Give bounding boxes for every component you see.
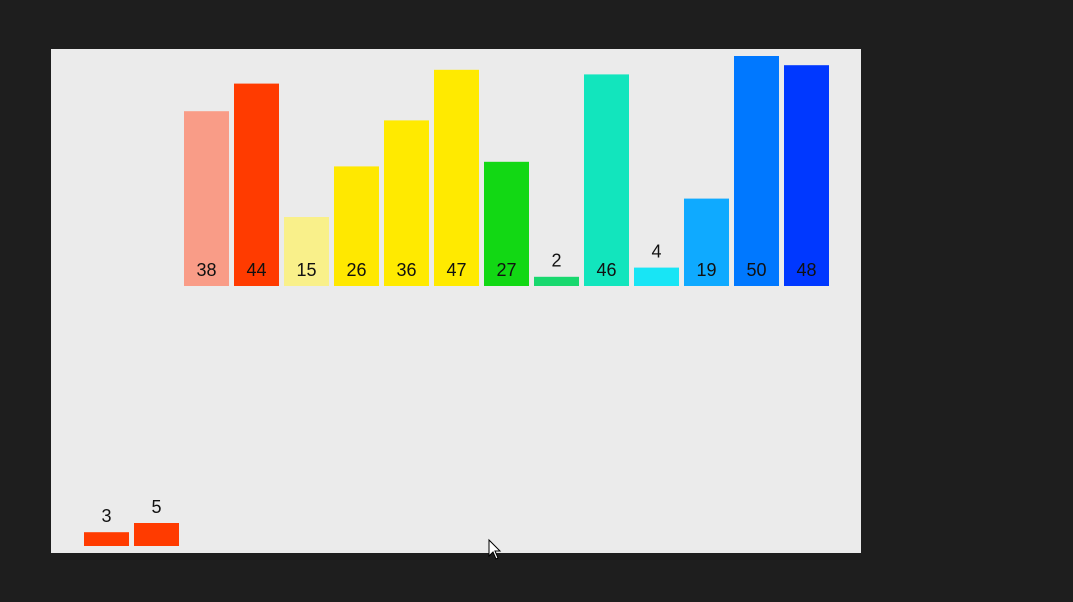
- bar-value-label: 38: [196, 260, 216, 280]
- bar: [484, 161, 529, 286]
- bar-value-label: 26: [346, 260, 366, 280]
- bar-value-label: 50: [746, 260, 766, 280]
- bar: [684, 198, 729, 286]
- bar-value-label: 15: [296, 260, 316, 280]
- bar-value-label: 36: [396, 260, 416, 280]
- bar: [234, 83, 279, 286]
- bar: [184, 111, 229, 286]
- bar-value-label: 3: [101, 506, 111, 526]
- bar: [284, 217, 329, 286]
- bar: [334, 166, 379, 286]
- bar-value-label: 2: [551, 251, 561, 271]
- mouse-cursor: [488, 538, 502, 560]
- bar: [734, 56, 779, 286]
- bar-value-label: 44: [246, 260, 266, 280]
- bar-value-label: 5: [151, 497, 161, 517]
- bar-value-label: 48: [796, 260, 816, 280]
- bar-value-label: 19: [696, 260, 716, 280]
- bar: [634, 267, 679, 286]
- bar: [534, 276, 579, 286]
- bar: [434, 69, 479, 286]
- bar: [134, 523, 179, 546]
- bar-value-label: 47: [446, 260, 466, 280]
- bar-value-label: 4: [651, 241, 661, 261]
- bar: [384, 120, 429, 287]
- bar: [784, 65, 829, 286]
- bar: [84, 532, 129, 546]
- bar: [584, 74, 629, 287]
- bar-value-label: 46: [596, 260, 616, 280]
- bar-value-label: 27: [496, 260, 516, 280]
- bars-layer: 38 44 15 26 36 47 27 2 46 4 19 50 48 3 5: [84, 56, 829, 546]
